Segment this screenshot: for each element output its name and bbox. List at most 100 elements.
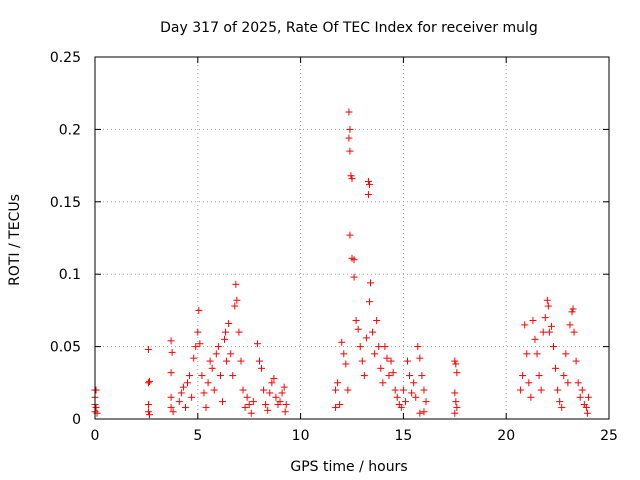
data-point — [452, 398, 460, 406]
plot-frame — [94, 56, 610, 420]
data-point — [406, 372, 414, 380]
data-point — [375, 343, 383, 351]
x-tick-label: 10 — [292, 428, 310, 444]
data-point — [92, 403, 100, 411]
data-point — [194, 328, 202, 336]
data-point — [268, 379, 276, 387]
data-point — [554, 386, 562, 394]
data-point — [181, 403, 189, 411]
data-point — [204, 379, 212, 387]
x-axis-label: GPS time / hours — [290, 459, 407, 475]
data-point — [379, 379, 387, 387]
data-point — [278, 389, 286, 397]
data-point — [227, 350, 235, 358]
data-point — [179, 383, 187, 391]
data-point — [521, 321, 529, 329]
data-point — [243, 393, 251, 401]
data-point — [420, 408, 428, 416]
data-point — [539, 328, 547, 336]
y-tick-label: 0.2 — [59, 122, 81, 138]
data-point — [569, 305, 577, 313]
x-tick-label: 25 — [600, 428, 618, 444]
data-point — [519, 372, 527, 380]
data-point — [560, 372, 568, 380]
data-point — [558, 403, 566, 411]
x-tick-label: 20 — [497, 428, 515, 444]
data-point — [253, 340, 261, 348]
y-tick-label: 0.25 — [50, 50, 81, 66]
data-point — [533, 350, 541, 358]
data-point — [347, 172, 355, 180]
data-point — [383, 354, 391, 362]
data-point — [186, 372, 194, 380]
data-point — [345, 108, 353, 116]
data-point — [350, 273, 358, 281]
data-point — [223, 357, 231, 365]
data-point — [389, 369, 397, 377]
data-point — [198, 372, 206, 380]
data-point — [451, 389, 459, 397]
data-point — [145, 411, 153, 419]
data-point — [188, 393, 196, 401]
data-point — [144, 408, 152, 416]
data-point — [583, 409, 591, 417]
data-point — [281, 408, 289, 416]
data-point — [336, 401, 344, 409]
data-point — [270, 374, 278, 382]
data-point — [249, 398, 257, 406]
data-point — [562, 350, 570, 358]
data-point — [342, 360, 350, 368]
data-point — [214, 343, 222, 351]
data-point — [338, 338, 346, 346]
data-point — [420, 386, 428, 394]
axis-ticks: 0 5 10 15 20 25 0 0.05 0.1 0.15 0.2 0.25 — [50, 50, 618, 444]
data-point — [350, 256, 358, 264]
data-point — [570, 328, 578, 336]
data-point — [276, 398, 284, 406]
data-point — [216, 372, 224, 380]
data-point — [517, 386, 525, 394]
data-point — [535, 372, 543, 380]
data-point — [369, 328, 377, 336]
data-point — [92, 386, 100, 394]
data-point — [237, 357, 245, 365]
x-tick-label: 0 — [91, 428, 100, 444]
data-point — [334, 379, 342, 387]
data-point — [543, 296, 551, 304]
data-point — [167, 393, 175, 401]
data-point — [167, 337, 175, 345]
data-point — [401, 398, 409, 406]
data-point — [264, 406, 272, 414]
data-point — [272, 393, 280, 401]
data-point — [345, 134, 353, 142]
y-tick-label: 0 — [72, 412, 81, 428]
data-point — [184, 379, 192, 387]
data-point — [210, 386, 218, 394]
data-point — [175, 398, 183, 406]
data-point — [208, 364, 216, 372]
data-point — [225, 319, 233, 327]
data-point — [360, 372, 368, 380]
data-point — [362, 334, 370, 342]
data-point — [358, 357, 366, 365]
data-point — [144, 401, 152, 409]
data-point — [200, 389, 208, 397]
data-point — [566, 321, 574, 329]
data-point — [231, 302, 239, 310]
data-point — [196, 340, 204, 348]
data-point — [391, 386, 399, 394]
data-point — [568, 308, 576, 316]
y-tick-label: 0.15 — [50, 195, 81, 211]
data-point — [572, 357, 580, 365]
data-point — [364, 191, 372, 199]
data-point — [212, 350, 220, 358]
data-point — [232, 280, 240, 288]
data-point — [582, 403, 590, 411]
data-point — [452, 360, 460, 368]
data-point — [195, 306, 203, 314]
data-point — [192, 343, 200, 351]
data-point — [531, 335, 539, 343]
data-point — [393, 393, 401, 401]
data-point — [451, 409, 459, 417]
